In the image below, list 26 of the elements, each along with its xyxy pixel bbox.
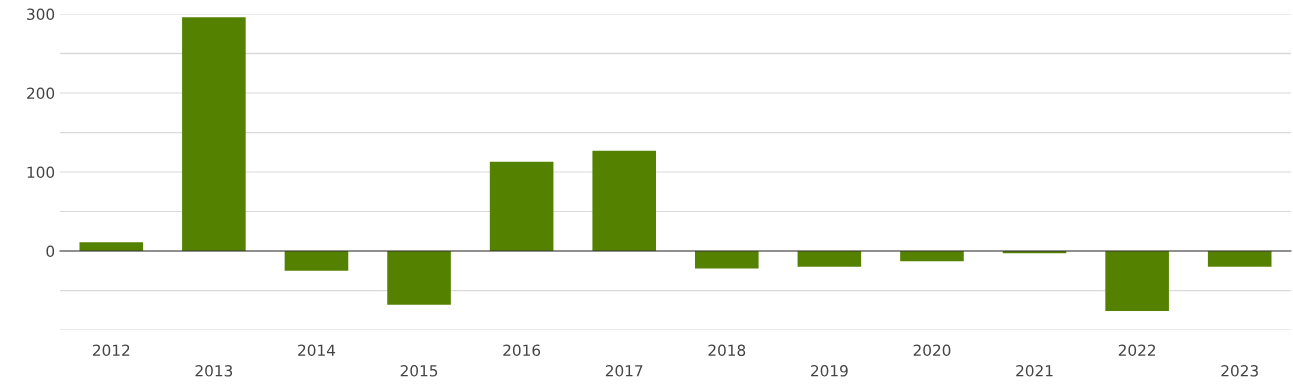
x-tick-label: 2023 <box>1221 365 1258 377</box>
bar <box>79 242 144 251</box>
y-tick-label: 200 <box>27 87 55 100</box>
bar <box>694 251 759 269</box>
bar <box>387 251 451 305</box>
bar <box>284 251 349 271</box>
bar <box>797 251 862 267</box>
x-tick-label: 2019 <box>811 365 848 377</box>
bar <box>1105 251 1169 312</box>
x-tick-label: 2017 <box>605 365 643 377</box>
x-tick-label: 2020 <box>913 344 951 357</box>
x-tick-label: 2022 <box>1118 344 1156 357</box>
x-tick-label: 2016 <box>503 344 541 357</box>
y-tick-label: 300 <box>27 8 55 21</box>
y-tick-label: 100 <box>27 166 55 179</box>
x-tick-label: 2018 <box>708 344 746 357</box>
y-tick-label: 0 <box>46 245 55 258</box>
bar <box>592 150 657 251</box>
x-tick-label: 2021 <box>1016 365 1053 377</box>
bar <box>182 17 246 251</box>
x-tick-label: 2012 <box>92 344 130 357</box>
x-tick-label: 2015 <box>400 365 438 377</box>
bar <box>489 161 554 251</box>
x-tick-label: 2013 <box>195 365 233 377</box>
x-tick-label: 2014 <box>298 344 336 357</box>
bar <box>1207 251 1272 267</box>
